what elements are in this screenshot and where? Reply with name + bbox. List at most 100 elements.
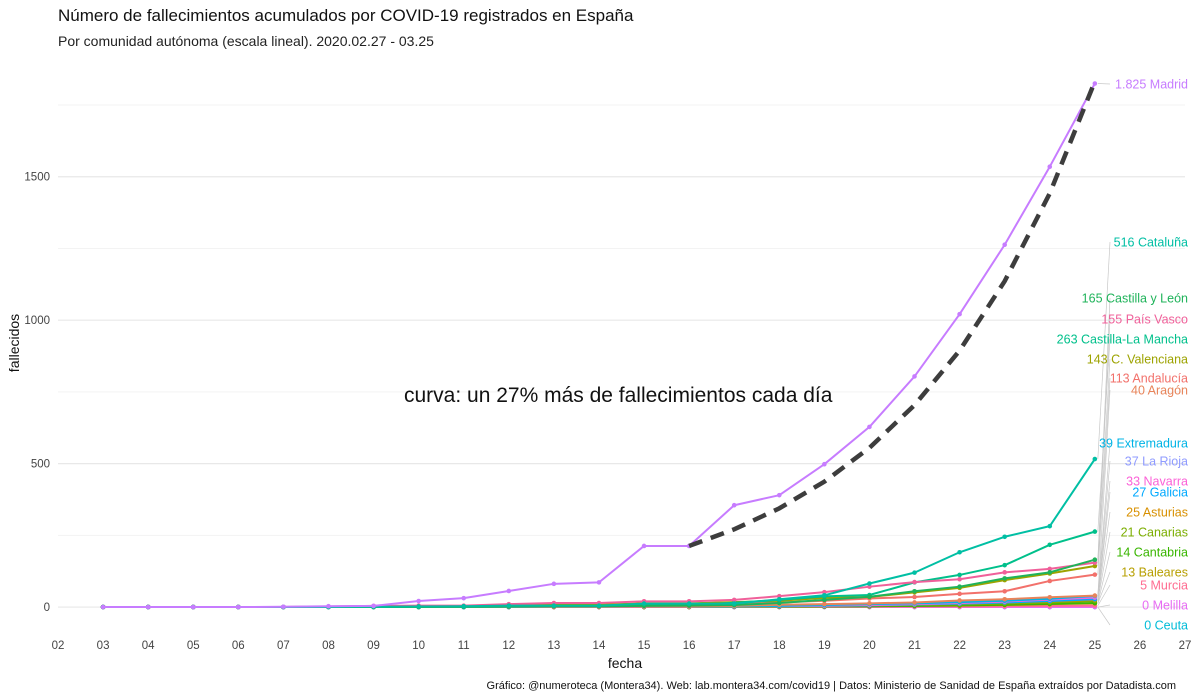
x-tick-label: 05 xyxy=(187,640,200,652)
x-tick-label: 23 xyxy=(998,640,1011,652)
x-tick-label: 10 xyxy=(412,640,425,652)
data-point xyxy=(957,311,962,317)
leader-line xyxy=(1097,358,1111,567)
series-end-label: 13 Baleares xyxy=(1121,566,1188,580)
series-end-label: 0 Ceuta xyxy=(1144,619,1188,633)
leader-line xyxy=(1097,480,1111,598)
data-point xyxy=(822,461,827,467)
data-point xyxy=(822,597,827,603)
trend-annotation: curva: un 27% más de fallecimientos cada… xyxy=(404,384,833,407)
data-point xyxy=(506,603,512,608)
series-castilla-la-mancha xyxy=(100,529,1098,610)
data-point xyxy=(957,584,962,589)
data-point xyxy=(1092,81,1098,86)
data-point xyxy=(912,588,917,594)
leader-line xyxy=(1097,338,1111,532)
data-point xyxy=(957,591,962,597)
x-tick-label: 21 xyxy=(908,640,921,652)
leader-line xyxy=(1097,531,1111,602)
x-tick-label: 15 xyxy=(638,640,651,652)
data-point xyxy=(1092,563,1098,569)
data-point xyxy=(1002,534,1007,540)
series-end-label: 516 Cataluña xyxy=(1114,236,1188,250)
data-point xyxy=(686,601,692,606)
chart-subtitle: Por comunidad autónoma (escala lineal). … xyxy=(58,33,434,49)
x-tick-label: 18 xyxy=(773,640,786,652)
data-point xyxy=(1047,570,1053,575)
data-point xyxy=(1047,566,1053,572)
data-point xyxy=(1047,164,1053,170)
chart-caption: Gráfico: @numeroteca (Montera34). Web: l… xyxy=(487,680,1176,692)
x-tick-label: 02 xyxy=(52,640,65,652)
y-tick-label: 500 xyxy=(31,459,50,471)
series-end-label: 1.825 Madrid xyxy=(1115,78,1188,92)
data-point xyxy=(641,543,647,549)
series-cataluna xyxy=(100,456,1098,610)
leader-line xyxy=(1097,241,1111,460)
leader-line xyxy=(1097,584,1111,606)
data-point xyxy=(1002,562,1007,568)
leader-line xyxy=(1097,511,1111,600)
x-tick-label: 13 xyxy=(547,640,560,652)
series-end-label: 113 Andalucía xyxy=(1110,372,1188,386)
y-tick-label: 1000 xyxy=(24,315,50,327)
data-point xyxy=(957,572,962,578)
data-point xyxy=(912,579,917,585)
data-point xyxy=(1047,523,1053,529)
data-point xyxy=(1002,588,1007,594)
series-end-label: 5 Murcia xyxy=(1140,579,1188,593)
data-point xyxy=(461,595,467,601)
x-tick-label: 26 xyxy=(1134,640,1147,652)
data-point xyxy=(867,594,872,600)
series-line-cataluna xyxy=(103,458,1096,609)
x-tick-label: 20 xyxy=(863,640,876,652)
leader-line xyxy=(1097,491,1111,600)
series-end-label: 40 Aragón xyxy=(1131,384,1188,398)
x-tick-label: 09 xyxy=(367,640,380,652)
x-tick-label: 27 xyxy=(1179,640,1192,652)
data-point xyxy=(1002,597,1007,602)
series-end-label: 25 Asturias xyxy=(1126,506,1188,520)
series-end-label: 143 C. Valenciana xyxy=(1087,353,1188,367)
series-line-madrid xyxy=(103,83,1096,609)
data-point xyxy=(1092,529,1098,534)
data-point xyxy=(416,598,421,604)
y-tick-label: 0 xyxy=(44,602,50,614)
x-tick-label: 03 xyxy=(97,640,110,652)
data-point xyxy=(957,549,962,555)
series-end-label: 39 Extremadura xyxy=(1099,437,1188,451)
data-point xyxy=(281,604,286,610)
series-end-label: 33 Navarra xyxy=(1126,475,1188,489)
data-point xyxy=(776,600,782,606)
leader-line xyxy=(1097,551,1111,604)
data-point xyxy=(957,576,962,582)
data-point xyxy=(1092,572,1098,577)
data-point xyxy=(731,502,737,508)
x-tick-label: 11 xyxy=(458,640,470,652)
data-point xyxy=(145,604,151,610)
leader-line xyxy=(1097,571,1111,604)
data-point xyxy=(551,603,557,608)
leader-line xyxy=(1097,604,1111,608)
x-tick-label: 07 xyxy=(277,640,290,652)
data-point xyxy=(867,601,872,606)
series-end-label: 37 La Rioja xyxy=(1125,455,1188,469)
data-point xyxy=(1047,578,1053,584)
data-point xyxy=(912,374,917,379)
trend-curve-line xyxy=(688,80,1097,549)
x-axis-ticks: 02 03 04 05 06 07 08 09 10 11 12 13 14 15 16 17 18 19 20 21… xyxy=(52,640,1192,652)
data-point xyxy=(1092,593,1098,598)
data-point xyxy=(822,589,827,595)
data-point xyxy=(461,603,467,609)
series-end-label: 155 País Vasco xyxy=(1101,313,1188,327)
x-tick-label: 08 xyxy=(322,640,335,652)
data-point xyxy=(1047,542,1053,548)
data-point xyxy=(867,581,872,586)
leader-line xyxy=(1097,460,1111,597)
data-point xyxy=(957,598,962,603)
series-end-label: 165 Castilla y León xyxy=(1082,292,1188,306)
series-end-label: 27 Galicia xyxy=(1132,486,1188,500)
series-lines xyxy=(100,81,1098,610)
series-end-label: 0 Melilla xyxy=(1142,599,1188,613)
